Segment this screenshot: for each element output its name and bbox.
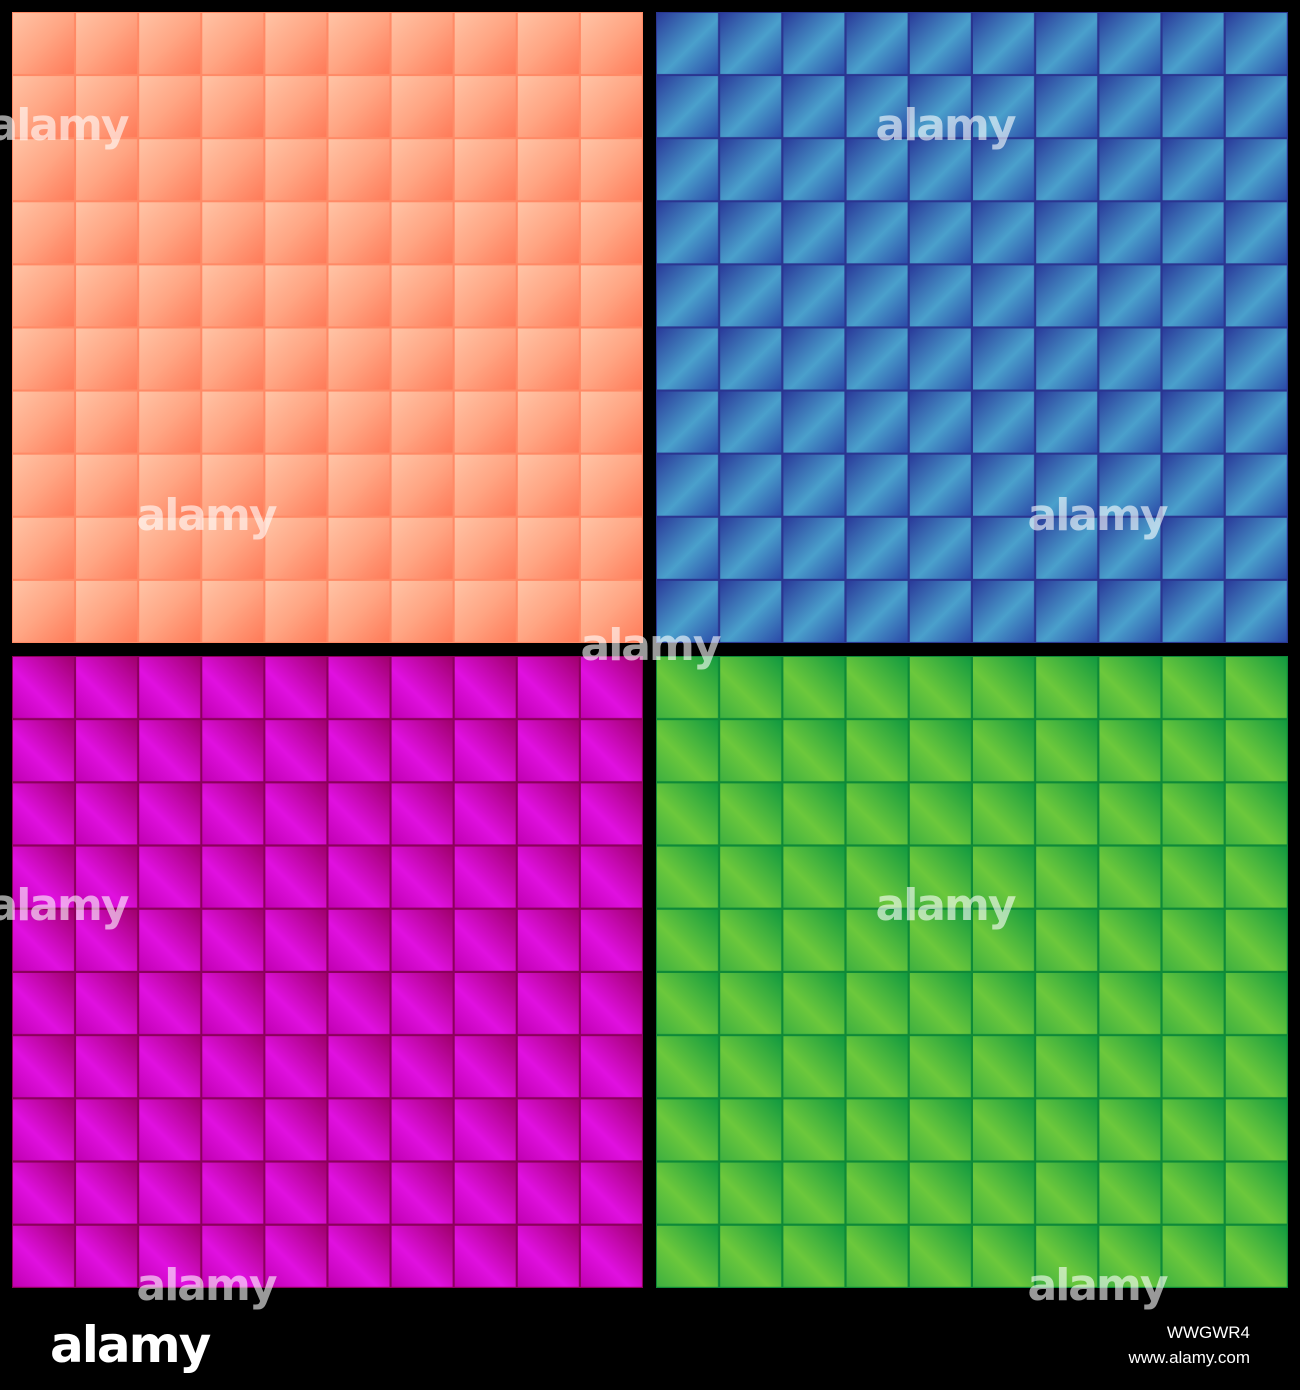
watermark: alamy	[1028, 1260, 1168, 1311]
footer-logo: alamy	[50, 1316, 211, 1374]
image-id: WWGWR4	[1167, 1323, 1250, 1342]
watermark: alamy	[876, 100, 1016, 151]
watermark: alamy	[581, 620, 721, 671]
watermark: alamy	[0, 880, 129, 931]
blue-tiles	[656, 12, 1288, 643]
magenta-tiles	[12, 656, 643, 1288]
watermark: alamy	[0, 100, 129, 151]
watermark: alamy	[137, 1260, 277, 1311]
watermark: alamy	[1028, 490, 1168, 541]
orange-tiles	[12, 12, 643, 643]
footer-url: www.alamy.com	[1127, 1348, 1250, 1367]
watermark: alamy	[876, 880, 1016, 931]
watermark: alamy	[137, 490, 277, 541]
green-tiles	[656, 656, 1288, 1288]
